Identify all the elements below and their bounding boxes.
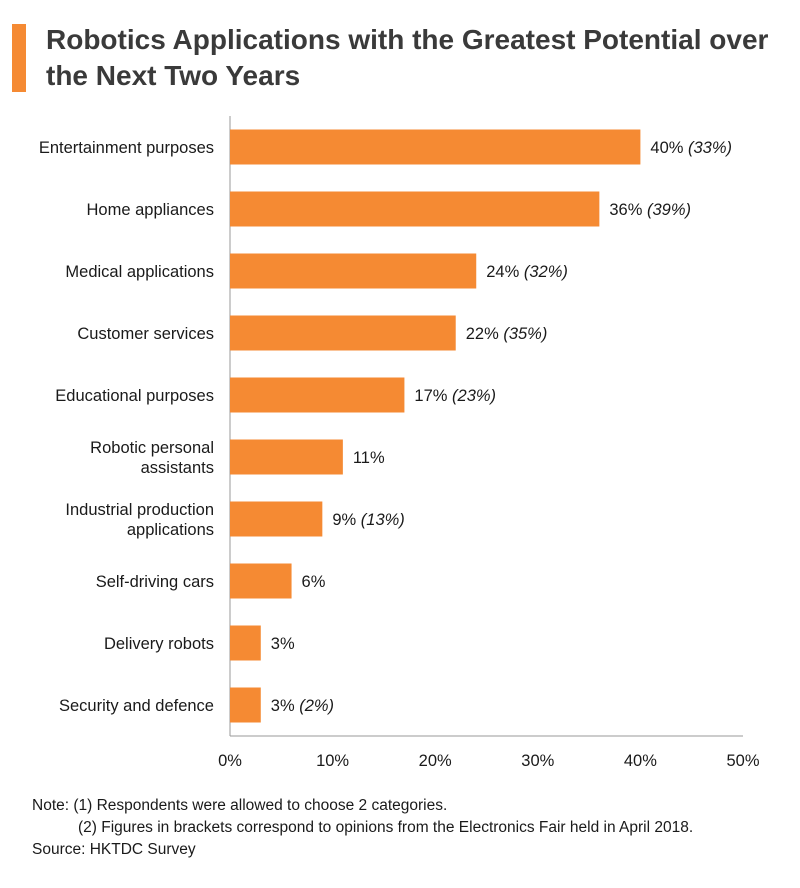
value-label: 36% (39%) (609, 201, 691, 219)
bar (230, 625, 261, 661)
note-line-2: (2) Figures in brackets correspond to op… (78, 819, 694, 836)
bar (230, 563, 292, 599)
value-label: 6% (302, 573, 326, 591)
note-line-1: Note: (1) Respondents were allowed to ch… (32, 797, 448, 814)
x-tick-label: 10% (316, 752, 349, 770)
chart-notes: Note: (1) Respondents were allowed to ch… (32, 795, 693, 861)
bar (230, 439, 343, 475)
bar-chart: Entertainment purposes 40% (33%) Home appl… (39, 116, 760, 770)
source-line: Source: HKTDC Survey (32, 841, 196, 858)
category-label: Robotic personal assistants (90, 439, 214, 477)
value-label: 40% (33%) (650, 139, 732, 157)
category-label: Home appliances (87, 201, 215, 219)
value-label: 3% (2%) (271, 697, 334, 715)
value-label: 24% (32%) (486, 263, 568, 281)
category-label: Educational purposes (55, 387, 214, 405)
category-label: Delivery robots (104, 635, 214, 653)
value-label: 17% (23%) (414, 387, 496, 405)
bar (230, 501, 323, 537)
bar (230, 129, 641, 165)
bar (230, 377, 405, 413)
bar (230, 315, 456, 351)
x-tick-label: 0% (218, 752, 242, 770)
category-label: Medical applications (65, 263, 214, 281)
value-label: 3% (271, 635, 295, 653)
value-label: 11% (353, 449, 385, 467)
bar (230, 191, 600, 227)
value-label: 22% (35%) (466, 325, 548, 343)
chart-title: Robotics Applications with the Greatest … (46, 24, 769, 91)
category-label: Entertainment purposes (39, 139, 214, 157)
value-label: 9% (13%) (332, 511, 404, 529)
x-tick-label: 40% (624, 752, 657, 770)
x-tick-label: 30% (521, 752, 554, 770)
title-accent-bar (12, 24, 26, 92)
x-tick-label: 50% (726, 752, 759, 770)
category-label: Security and defence (59, 697, 214, 715)
category-label: Customer services (77, 325, 214, 343)
bar (230, 253, 477, 289)
category-label: Industrial production applications (65, 501, 214, 539)
x-tick-label: 20% (419, 752, 452, 770)
category-label: Self-driving cars (96, 573, 214, 591)
bar (230, 687, 261, 723)
